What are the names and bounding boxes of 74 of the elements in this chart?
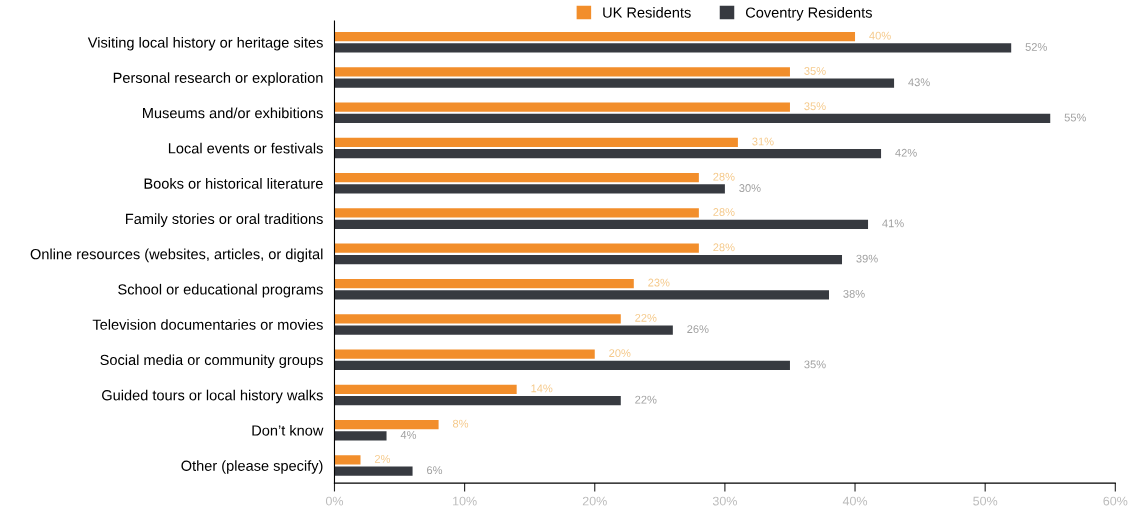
- y-tick-label: Television documentaries or movies: [92, 319, 323, 330]
- bar: [334, 349, 595, 359]
- x-tick-label: 40%: [842, 496, 868, 506]
- bar: [334, 384, 517, 394]
- bar: [334, 149, 882, 159]
- data-label: 42%: [895, 148, 917, 157]
- data-label: 26%: [687, 325, 709, 334]
- data-label: 41%: [882, 219, 904, 228]
- data-label: 23%: [648, 278, 670, 287]
- data-label: 55%: [1064, 113, 1086, 122]
- y-tick-label: School or educational programs: [118, 283, 323, 298]
- bar: [334, 243, 699, 253]
- data-label: 28%: [713, 172, 735, 181]
- data-label: 8%: [452, 419, 469, 428]
- y-tick-label: Online resources (websites, articles, or digital: [30, 248, 323, 263]
- bar: [334, 395, 621, 406]
- data-label: 38%: [843, 289, 865, 298]
- y-tick-label: Books or historical literature: [144, 178, 323, 189]
- data-label: 35%: [804, 67, 826, 75]
- bar: [334, 102, 790, 112]
- bar: [334, 43, 1012, 53]
- x-tick-label: 10%: [453, 496, 477, 506]
- data-label: 6%: [427, 466, 443, 475]
- x-tick-label: 0%: [325, 496, 344, 506]
- bar: [334, 325, 673, 335]
- y-tick-label: Don’t know: [252, 424, 324, 436]
- bar: [334, 78, 895, 88]
- legend-label: UK Residents: [603, 7, 691, 18]
- bar: [334, 219, 869, 229]
- data-label: 35%: [804, 360, 826, 369]
- y-tick-label: Family stories or oral traditions: [126, 213, 323, 227]
- data-label: 39%: [856, 254, 878, 263]
- data-label: 30%: [739, 184, 761, 192]
- data-label: 31%: [752, 137, 774, 146]
- bar: [334, 184, 725, 194]
- bar: [334, 290, 830, 300]
- data-label: 28%: [713, 208, 735, 216]
- y-tick-label: Social media or community groups: [100, 354, 323, 368]
- data-label: 52%: [1025, 43, 1047, 51]
- bar: [334, 314, 621, 324]
- data-label: 2%: [374, 454, 391, 463]
- data-label: 22%: [635, 313, 657, 322]
- x-tick-label: 30%: [712, 496, 737, 506]
- bar: [334, 360, 790, 370]
- y-tick-label: Local events or festivals: [168, 142, 323, 154]
- data-label: 43%: [908, 78, 930, 87]
- bar: [334, 67, 790, 77]
- bar: [334, 431, 387, 441]
- bar: [334, 32, 856, 42]
- bar: [334, 113, 1051, 124]
- y-tick-label: Guided tours or local history walks: [102, 389, 323, 404]
- data-label: 20%: [609, 349, 631, 358]
- data-label: 22%: [635, 395, 657, 404]
- data-label: 4%: [400, 431, 417, 439]
- data-label: 14%: [531, 384, 553, 393]
- bar: [334, 419, 439, 430]
- bar: [334, 466, 413, 476]
- y-tick-label: Other (please specify): [181, 460, 323, 474]
- x-tick-label: 20%: [582, 496, 607, 506]
- legend-label: Coventry Residents: [745, 7, 872, 21]
- data-label: 35%: [804, 102, 826, 111]
- bar: [334, 278, 634, 289]
- bar: [334, 455, 361, 465]
- bar: [334, 137, 738, 148]
- data-label: 40%: [869, 31, 891, 40]
- bar: [334, 208, 699, 218]
- y-tick-label: Museums and/or exhibitions: [143, 107, 323, 119]
- data-label: 28%: [713, 243, 735, 252]
- y-tick-label: Visiting local history or heritage sites: [87, 37, 323, 51]
- y-tick-label: Personal research or exploration: [113, 72, 323, 86]
- x-tick-label: 60%: [1103, 496, 1128, 506]
- bar: [334, 254, 843, 265]
- x-tick-label: 50%: [973, 496, 998, 506]
- bar: [334, 173, 699, 183]
